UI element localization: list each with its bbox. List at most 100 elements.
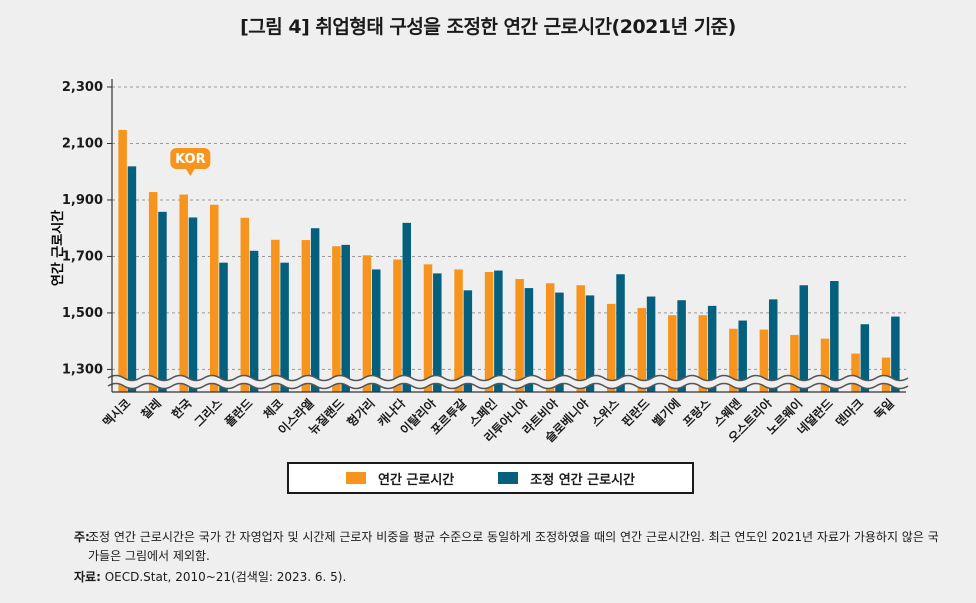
bar-adjusted: [555, 292, 564, 392]
chart: 1,300 1,500 1,700 1,900 2,100 2,300 멕시코 칠레 한국그리…: [50, 79, 911, 446]
x-tick-label: 프랑스: [680, 396, 713, 429]
bar-annual: [606, 303, 616, 392]
x-tick-label: 한국: [168, 396, 194, 422]
bar-annual: [240, 217, 250, 392]
bar-annual: [668, 315, 677, 392]
bar-annual: [698, 315, 708, 392]
bars: [118, 129, 900, 393]
y-axis-label: 연간 근로시간: [50, 210, 66, 286]
y-tick-label: 1,300: [62, 362, 103, 377]
bar-annual: [515, 279, 524, 392]
bar-annual: [576, 285, 585, 392]
legend-item-adjusted: 조정 연간 근로시간: [498, 469, 635, 488]
bar-adjusted: [341, 244, 350, 392]
bar-annual: [790, 334, 799, 392]
y-tick-label: 1,700: [62, 249, 103, 264]
bar-adjusted: [433, 273, 442, 392]
y-tick-label: 2,300: [62, 80, 103, 95]
bar-adjusted: [799, 285, 809, 392]
bar-adjusted: [677, 300, 686, 392]
source: 자료: OECD.Stat, 2010~21(검색일: 2023. 6. 5).: [74, 568, 346, 585]
bar-adjusted: [280, 262, 289, 392]
chart-title: [그림 4] 취업형태 구성을 조정한 연간 근로시간(2021년 기준): [240, 16, 736, 38]
bar-annual: [454, 269, 463, 392]
bar-annual: [332, 246, 341, 392]
y-tick-label: 1,900: [62, 193, 103, 208]
bar-adjusted: [188, 217, 198, 392]
axis-break-band: [105, 375, 911, 389]
bar-adjusted: [371, 269, 381, 392]
bar-adjusted: [646, 296, 656, 392]
bar-adjusted: [891, 316, 900, 392]
bar-adjusted: [860, 324, 870, 392]
axis-break-line: [107, 374, 909, 382]
footnote-label: 주:: [74, 530, 90, 544]
gridlines: [112, 86, 906, 370]
legend: 연간 근로시간 조정 연간 근로시간: [287, 462, 694, 494]
callout-pointer: [185, 168, 196, 176]
bar-annual: [545, 283, 555, 392]
legend-swatch-orange: [345, 472, 366, 484]
bar-annual: [301, 240, 311, 392]
bar-annual: [820, 338, 830, 392]
bar-adjusted: [310, 228, 320, 392]
bar-adjusted: [158, 211, 167, 392]
legend-item-annual: 연간 근로시간: [345, 469, 455, 488]
legend-swatch-teal: [498, 472, 519, 484]
y-ticks: 1,300 1,500 1,700 1,900 2,100 2,300: [62, 80, 112, 377]
bar-adjusted: [585, 295, 595, 392]
x-tick-label: 그리스: [191, 396, 225, 430]
footnote-text: 조정 연간 근로시간은 국가 간 자영업자 및 시간제 근로자 비중을 평균 수…: [88, 530, 939, 563]
axis-break-line: [107, 382, 909, 390]
x-tick-label: 스위스: [589, 396, 622, 429]
bar-annual: [423, 264, 433, 392]
bar-annual: [118, 129, 127, 393]
y-tick-label: 2,100: [62, 136, 103, 151]
bar-adjusted: [830, 281, 839, 392]
source-label: 자료:: [74, 570, 101, 584]
bar-adjusted: [463, 290, 473, 392]
bar-annual: [851, 353, 860, 392]
footnote: 주: 조정 연간 근로시간은 국가 간 자영업자 및 시간제 근로자 비중을 평…: [74, 528, 948, 566]
bar-adjusted: [494, 270, 503, 392]
x-tick-label: 덴마크: [832, 396, 866, 430]
kor-callout: KOR: [170, 148, 211, 176]
x-tick-label: 폴란드: [222, 396, 256, 430]
bar-annual: [209, 204, 219, 392]
x-tick-label: 핀란드: [619, 396, 653, 430]
bar-annual: [148, 192, 158, 392]
bar-annual: [729, 328, 738, 392]
legend-label-adjusted: 조정 연간 근로시간: [530, 472, 636, 488]
bar-annual: [484, 271, 494, 392]
bar-adjusted: [127, 166, 137, 392]
x-tick-label: 칠레: [138, 396, 164, 422]
bar-adjusted: [738, 320, 747, 392]
bar-adjusted: [219, 262, 228, 392]
x-tick-label: 헝가리: [344, 396, 378, 430]
bar-adjusted: [768, 299, 778, 392]
bar-annual: [881, 357, 891, 392]
x-tick-label: 멕시코: [99, 396, 133, 430]
y-tick-label: 1,500: [62, 306, 103, 321]
axes: [111, 79, 906, 393]
callout-label: KOR: [175, 152, 206, 167]
bar-annual: [179, 194, 188, 392]
callout-box: [170, 148, 211, 169]
x-tick-label: 독일: [871, 396, 897, 422]
axis-break: [105, 374, 911, 390]
bar-adjusted: [707, 305, 717, 392]
bar-adjusted: [524, 288, 534, 392]
bar-annual: [362, 255, 372, 392]
bar-adjusted: [616, 274, 625, 392]
bar-annual: [393, 259, 402, 392]
x-tick-label: 체코: [260, 396, 286, 422]
bar-annual: [637, 308, 647, 392]
legend-label-annual: 연간 근로시간: [377, 472, 455, 488]
bar-annual: [271, 239, 280, 392]
x-tick-label: 벨기에: [649, 396, 683, 430]
bar-annual: [759, 329, 769, 392]
source-text: OECD.Stat, 2010~21(검색일: 2023. 6. 5).: [104, 570, 347, 584]
bar-adjusted: [249, 250, 259, 392]
